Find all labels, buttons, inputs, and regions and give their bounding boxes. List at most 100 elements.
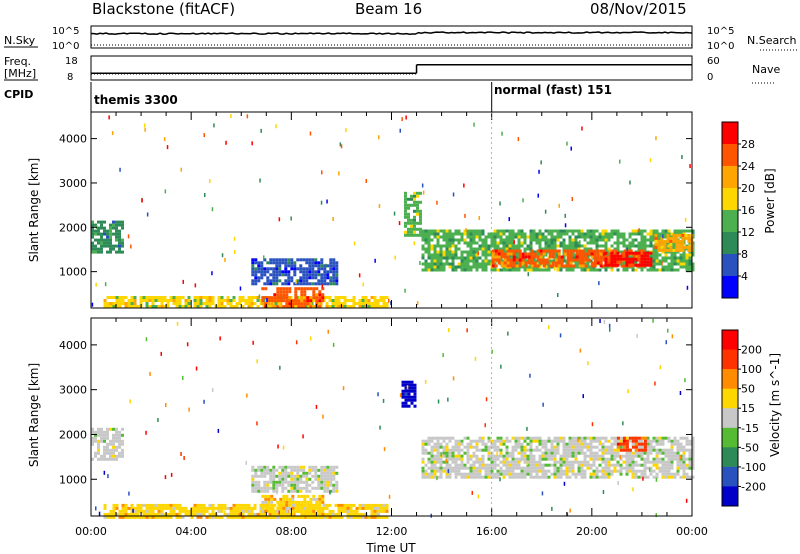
heatmap-cell	[568, 469, 572, 473]
heatmap-cell	[205, 506, 209, 510]
heatmap-cell	[520, 472, 524, 476]
heatmap-cell	[535, 235, 539, 239]
heatmap-cell	[508, 466, 512, 470]
heatmap-cell	[276, 515, 280, 519]
heatmap-cell	[676, 439, 680, 443]
heatmap-cell	[151, 299, 155, 302]
heatmap-cell	[640, 439, 644, 443]
heatmap-speckle	[436, 476, 438, 481]
heatmap-speckle	[394, 255, 396, 260]
heatmap-cell	[544, 445, 548, 449]
heatmap-cell	[463, 241, 467, 245]
heatmap-cell	[335, 465, 339, 469]
heatmap-cell	[260, 267, 264, 271]
heatmap-cell	[407, 233, 410, 237]
heatmap-cell	[247, 296, 251, 299]
heatmap-cell	[340, 296, 344, 299]
heatmap-cell	[211, 299, 215, 302]
heatmap-cell	[271, 305, 275, 308]
heatmap-speckle	[542, 402, 544, 407]
heatmap-cell	[430, 460, 434, 464]
heatmap-cell	[103, 229, 106, 233]
heatmap-speckle	[128, 491, 130, 496]
heatmap-cell	[373, 509, 377, 513]
heatmap-cell	[652, 247, 656, 251]
heatmap-cell	[290, 480, 294, 484]
heatmap-cell	[296, 486, 300, 490]
heatmap-cell	[300, 503, 304, 507]
heatmap-cell	[279, 299, 283, 303]
heatmap-cell	[643, 235, 647, 239]
heatmap-cell	[541, 268, 545, 272]
heatmap-cell	[496, 241, 500, 245]
heatmap-cell	[592, 439, 596, 443]
heatmap-cell	[547, 232, 551, 236]
heatmap-cell	[608, 255, 612, 259]
heatmap-cell	[311, 258, 315, 262]
heatmap-cell	[223, 305, 227, 308]
heatmap-speckle	[278, 510, 280, 515]
heatmap-speckle	[464, 213, 466, 218]
heatmap-cell	[261, 296, 265, 300]
power-y-axis-label: Slant Range [km]	[27, 158, 41, 262]
heatmap-cell	[172, 509, 176, 513]
heatmap-cell	[664, 229, 668, 233]
heatmap-cell	[547, 448, 551, 452]
heatmap-cell	[578, 252, 582, 256]
heatmap-cell	[282, 515, 286, 519]
heatmap-cell	[310, 506, 314, 510]
heatmap-cell	[505, 244, 509, 248]
heatmap-cell	[196, 305, 200, 308]
heatmap-cell	[436, 229, 440, 233]
heatmap-cell	[664, 232, 668, 236]
heatmap-cell	[419, 230, 422, 234]
heatmap-cell	[318, 503, 322, 507]
heatmap-speckle	[163, 137, 166, 142]
heatmap-cell	[538, 463, 542, 467]
heatmap-cell	[151, 509, 155, 513]
heatmap-cell	[472, 256, 476, 260]
heatmap-cell	[416, 221, 419, 225]
heatmap-cell	[436, 244, 440, 248]
heatmap-cell	[529, 469, 533, 473]
heatmap-cell	[285, 503, 289, 507]
heatmap-cell	[142, 515, 146, 519]
heatmap-cell	[512, 264, 516, 268]
heatmap-cell	[679, 229, 683, 233]
heatmap-cell	[106, 515, 110, 519]
heatmap-cell	[325, 305, 329, 308]
heatmap-cell	[445, 436, 449, 440]
heatmap-cell	[404, 200, 407, 204]
heatmap-cell	[460, 472, 464, 476]
heatmap-cell	[172, 299, 176, 302]
heatmap-cell	[121, 296, 125, 299]
beam-title: Beam 16	[355, 0, 422, 18]
heatmap-cell	[302, 282, 306, 286]
heatmap-speckle	[548, 325, 550, 330]
heatmap-cell	[293, 468, 297, 472]
heatmap-cell	[634, 229, 638, 233]
heatmap-cell	[148, 509, 152, 513]
heatmap-cell	[670, 253, 674, 257]
heatmap-cell	[649, 469, 653, 473]
heatmap-cell	[589, 238, 593, 242]
heatmap-cell	[118, 302, 122, 305]
heatmap-cell	[312, 506, 316, 510]
heatmap-cell	[175, 305, 179, 308]
heatmap-cell	[160, 302, 164, 305]
heatmap-cell	[103, 232, 106, 236]
heatmap-cell	[610, 442, 614, 446]
heatmap-cell	[565, 457, 569, 461]
heatmap-cell	[299, 264, 303, 268]
heatmap-cell	[613, 466, 617, 470]
heatmap-cell	[121, 442, 124, 446]
heatmap-cell	[332, 258, 336, 262]
heatmap-cell	[536, 258, 540, 262]
heatmap-cell	[502, 463, 506, 467]
heatmap-cell	[514, 256, 518, 260]
heatmap-cell	[220, 506, 224, 510]
heatmap-cell	[640, 257, 644, 261]
heatmap-cell	[514, 247, 518, 251]
heatmap-cell	[523, 232, 527, 236]
heatmap-cell	[208, 296, 212, 299]
